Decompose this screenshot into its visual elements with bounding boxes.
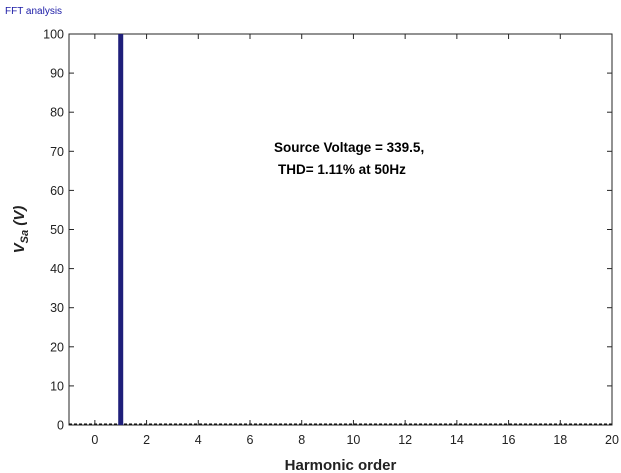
x-tick-label: 10 — [346, 433, 360, 447]
x-tick-label: 14 — [450, 433, 464, 447]
annotation-line-1: Source Voltage = 339.5, — [274, 140, 424, 155]
y-axis-label-unit: (V) — [11, 206, 28, 230]
y-tick-label: 10 — [50, 379, 64, 393]
x-tick-label: 0 — [91, 433, 98, 447]
y-tick-label: 70 — [50, 145, 64, 159]
y-tick-label: 80 — [50, 106, 64, 120]
window-title: FFT analysis — [5, 6, 63, 17]
x-tick-label: 2 — [143, 433, 150, 447]
y-tick-label: 0 — [57, 419, 64, 433]
annotation-line-2: THD= 1.11% at 50Hz — [278, 162, 406, 177]
x-tick-label: 18 — [553, 433, 567, 447]
x-tick-label: 20 — [605, 433, 619, 447]
y-tick-label: 100 — [43, 28, 64, 42]
y-axis-label: VSa (V) — [11, 206, 31, 254]
y-tick-label: 40 — [50, 262, 64, 276]
x-tick-label: 12 — [398, 433, 412, 447]
x-tick-label: 8 — [298, 433, 305, 447]
plot-layer: 0 2 4 6 8 10 12 14 16 18 20 0 10 20 30 40 50 60 70 80 90 100 — [43, 28, 619, 448]
y-tick-label: 20 — [50, 340, 64, 354]
x-axis-label: Harmonic order — [285, 457, 397, 473]
y-tick-label: 30 — [50, 301, 64, 315]
y-axis-label-subscript: Sa — [19, 230, 31, 243]
y-tick-label: 90 — [50, 67, 64, 81]
x-tick-label: 16 — [502, 433, 516, 447]
x-tick-label: 6 — [247, 433, 254, 447]
x-tick-label: 4 — [195, 433, 202, 447]
y-tick-label: 50 — [50, 223, 64, 237]
y-axis-label-main: V — [11, 241, 28, 253]
bar-harmonic-1 — [118, 34, 124, 425]
plot-area — [68, 33, 613, 426]
y-tick-label: 60 — [50, 184, 64, 198]
